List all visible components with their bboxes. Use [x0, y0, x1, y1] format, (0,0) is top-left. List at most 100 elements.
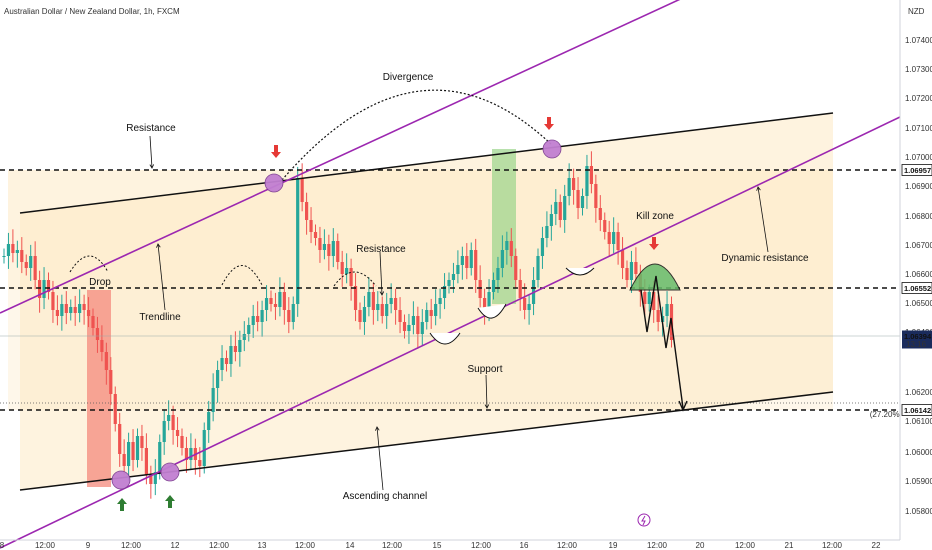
- time-tick: 12:00: [121, 541, 142, 550]
- candle-body: [15, 250, 19, 253]
- candle: [545, 211, 549, 248]
- candle: [629, 250, 634, 293]
- candle: [140, 424, 144, 461]
- candle: [175, 417, 180, 448]
- candle-body: [171, 415, 175, 430]
- cup-1: [429, 332, 461, 345]
- candle: [91, 308, 95, 336]
- candle: [216, 360, 220, 403]
- candle: [358, 302, 362, 330]
- candle: [572, 168, 576, 205]
- candle: [509, 228, 513, 268]
- candle-body: [652, 292, 656, 310]
- candle-body: [643, 292, 647, 304]
- candle: [260, 300, 264, 337]
- buy-arrow-up-icon: [165, 495, 175, 508]
- candle-body: [585, 166, 589, 196]
- candle: [349, 258, 353, 301]
- candle-body: [264, 298, 269, 310]
- trendline-dynamic-resistance: [0, 116, 901, 549]
- candle-body: [211, 388, 215, 412]
- candle-body: [238, 340, 242, 352]
- candle: [60, 294, 64, 331]
- candle: [135, 428, 140, 468]
- candle-body: [425, 310, 429, 322]
- candle-body: [109, 370, 113, 394]
- candle: [55, 295, 59, 326]
- candle: [229, 334, 233, 377]
- cup-2: [477, 303, 507, 319]
- candle-body: [625, 268, 629, 280]
- candle: [64, 291, 68, 325]
- candle: [180, 428, 184, 456]
- candle-body: [278, 292, 282, 307]
- candle: [456, 250, 460, 284]
- candle: [33, 241, 37, 290]
- candle: [563, 184, 567, 233]
- candle: [113, 386, 117, 432]
- resistance-mid-pointer: [379, 251, 383, 296]
- candle: [376, 291, 380, 322]
- candle-body: [362, 307, 367, 322]
- candle-body: [162, 421, 166, 442]
- candle: [2, 248, 6, 264]
- candle: [278, 277, 282, 317]
- resistance-mid-label: Resistance: [356, 244, 406, 255]
- candle-body: [305, 202, 309, 220]
- candle-body: [51, 292, 55, 310]
- candle: [514, 248, 518, 288]
- candle-body: [340, 262, 344, 274]
- candle: [20, 237, 24, 274]
- candle: [122, 439, 126, 476]
- candle-body: [78, 304, 82, 313]
- candle: [585, 154, 589, 209]
- candle: [447, 272, 451, 294]
- candle: [616, 222, 620, 265]
- time-tick: 9: [86, 541, 91, 550]
- candle-body: [509, 241, 513, 256]
- candle: [296, 166, 300, 317]
- candle: [131, 429, 135, 472]
- candle-body: [175, 430, 180, 436]
- candle-body: [518, 280, 522, 298]
- candle-body: [398, 310, 402, 322]
- candle-body: [318, 238, 322, 250]
- time-tick: 20: [696, 541, 705, 550]
- candle-body: [598, 208, 602, 220]
- time-tick: 14: [346, 541, 355, 550]
- candle: [496, 256, 500, 293]
- support-label: Support: [467, 364, 502, 375]
- candle: [598, 195, 602, 232]
- pivot-marker-1: [264, 173, 284, 193]
- candle-body: [167, 415, 171, 421]
- candle-body: [64, 304, 68, 313]
- candle-body: [402, 322, 407, 331]
- candle: [474, 238, 478, 293]
- candle: [589, 151, 593, 194]
- swing-arc-1: [69, 255, 109, 273]
- candle: [86, 297, 91, 328]
- candle-body: [469, 250, 473, 268]
- sell-arrow-down-icon: [271, 145, 281, 158]
- channel-pointer: [376, 426, 384, 491]
- candle-body: [33, 256, 37, 280]
- candle: [202, 422, 206, 474]
- green-zone-box: [492, 149, 516, 304]
- candle: [15, 240, 19, 268]
- price-tick: 1.06500: [905, 299, 932, 308]
- time-tick: 12: [171, 541, 180, 550]
- candle: [224, 350, 229, 372]
- candle-body: [322, 244, 326, 250]
- candle-body: [273, 304, 278, 307]
- time-tick: 12:00: [735, 541, 756, 550]
- candle-body: [527, 304, 531, 310]
- candle: [322, 229, 326, 260]
- candle: [634, 247, 638, 284]
- price-tag-bg: [901, 164, 932, 176]
- price-tick: 1.05900: [905, 477, 932, 486]
- candle-body: [549, 214, 553, 226]
- time-tick: 12:00: [209, 541, 230, 550]
- candle-body: [576, 190, 580, 208]
- candle-body: [95, 328, 100, 340]
